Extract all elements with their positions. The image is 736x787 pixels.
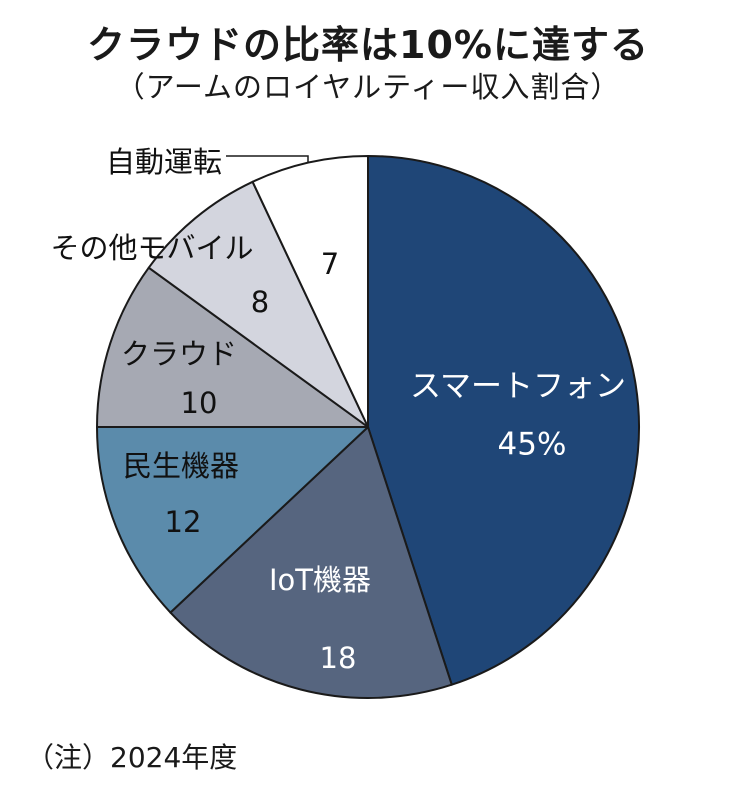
slice-label: IoT機器: [269, 563, 371, 597]
pie-slice: [251, 155, 369, 428]
slice-label: 民生機器: [123, 449, 239, 483]
slice-value-label: 18: [320, 641, 357, 675]
slice-label: スマートフォン: [410, 369, 626, 405]
slice-value-label: 10: [181, 386, 218, 420]
slice-value-label: 8: [251, 285, 269, 319]
slice-label: クラウド: [121, 337, 237, 371]
slice-label: 自動運転: [106, 145, 222, 179]
leader-line: [226, 155, 309, 163]
slice-value-label: 7: [321, 247, 339, 281]
slice-value-label: 12: [165, 505, 202, 539]
pie-slice: [96, 426, 369, 614]
pie-slice: [367, 155, 640, 686]
chart-title: クラウドの比率は10%に達する: [87, 23, 649, 67]
slice-value-label: 45%: [498, 427, 567, 463]
footnote: （注）2024年度: [26, 741, 238, 774]
slice-label: その他モバイル: [50, 231, 253, 265]
pie-slice: [147, 180, 369, 428]
chart-subtitle: （アームのロイヤルティー収入割合）: [115, 70, 621, 104]
pie-slice: [169, 426, 453, 699]
pie-slice: [96, 266, 369, 428]
